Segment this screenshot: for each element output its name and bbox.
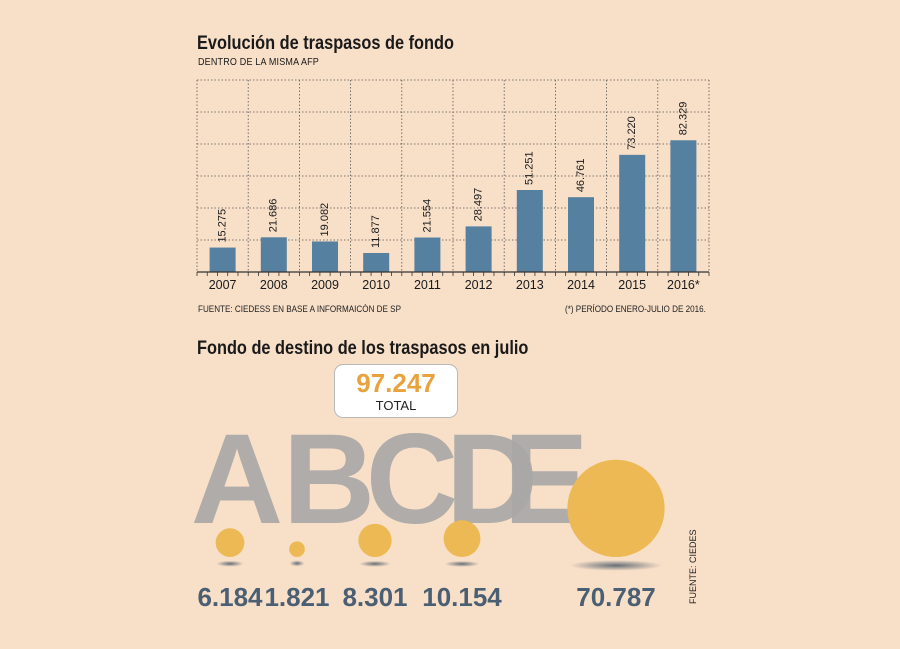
bubble-shadow [216, 560, 244, 567]
bar-value-label: 28.497 [473, 188, 485, 222]
bubble-shadow [359, 560, 391, 567]
x-tick-label: 2007 [209, 278, 237, 292]
total-value: 97.247 [356, 368, 436, 398]
bubble [215, 528, 245, 557]
x-tick-label: 2010 [362, 278, 390, 292]
bubble [443, 520, 481, 558]
bubble-value-label: 1.821 [264, 582, 329, 612]
bubble-value-label: 8.301 [342, 582, 407, 612]
bubble-value-label: 6.184 [197, 582, 263, 612]
bar [260, 237, 287, 272]
bubble-value-label: 70.787 [576, 582, 656, 612]
x-tick-label: 2009 [311, 278, 339, 292]
bar-value-label: 19.082 [319, 203, 331, 237]
bar-chart-note: (*) PERÍODO ENERO-JULIO DE 2016. [565, 304, 706, 314]
bubble-shadow [289, 560, 305, 567]
bar-chart: 15.275 2007 21.686 2008 19.082 2009 11.877 2010… [196, 79, 710, 292]
bar-value-label: 46.761 [575, 159, 587, 193]
bar [670, 140, 697, 272]
bar [363, 252, 390, 272]
fund-letter: E [503, 408, 584, 551]
fund-letter: B [283, 408, 370, 551]
bubble-chart-title: Fondo de destino de los traspasos en jul… [197, 338, 529, 359]
bar [414, 237, 441, 272]
bar [516, 189, 543, 272]
x-tick-label: 2013 [516, 278, 544, 292]
x-tick-label: 2014 [567, 278, 595, 292]
bar-value-label: 73.220 [626, 116, 638, 150]
bar-value-label: 21.686 [268, 199, 280, 233]
x-tick-label: 2016* [667, 278, 700, 292]
bubble [289, 541, 305, 557]
bar-value-label: 82.329 [677, 102, 689, 136]
fund-letter: A [191, 408, 281, 551]
bar-value-label: 51.251 [524, 151, 536, 185]
x-tick-label: 2008 [260, 278, 288, 292]
bubble-chart-source: FUENTE: CIEDES [688, 529, 698, 604]
x-tick-label: 2012 [465, 278, 493, 292]
bar [312, 241, 338, 272]
bar-value-label: 15.275 [217, 209, 229, 243]
bubble-shadow [444, 560, 480, 567]
bubble-value-label: 10.154 [422, 582, 502, 612]
total-box: 97.247 TOTAL [334, 364, 458, 418]
bubble [358, 523, 392, 557]
bar [568, 197, 594, 272]
bar-value-label: 11.877 [370, 215, 382, 248]
bar-chart-title: Evolución de traspasos de fondo [197, 33, 454, 54]
bar-chart-subtitle: DENTRO DE LA MISMA AFP [198, 57, 319, 68]
bubble [567, 459, 665, 557]
total-label: TOTAL [375, 398, 417, 413]
bar [619, 154, 646, 272]
x-tick-label: 2011 [414, 278, 441, 292]
bar-value-label: 21.554 [421, 199, 433, 233]
bar [209, 247, 236, 272]
bar-chart-source: FUENTE: CIEDESS EN BASE A INFORMAICÓN DE… [198, 304, 401, 314]
bubble-shadow [569, 560, 663, 571]
bar [465, 226, 492, 272]
x-tick-label: 2015 [618, 278, 646, 292]
